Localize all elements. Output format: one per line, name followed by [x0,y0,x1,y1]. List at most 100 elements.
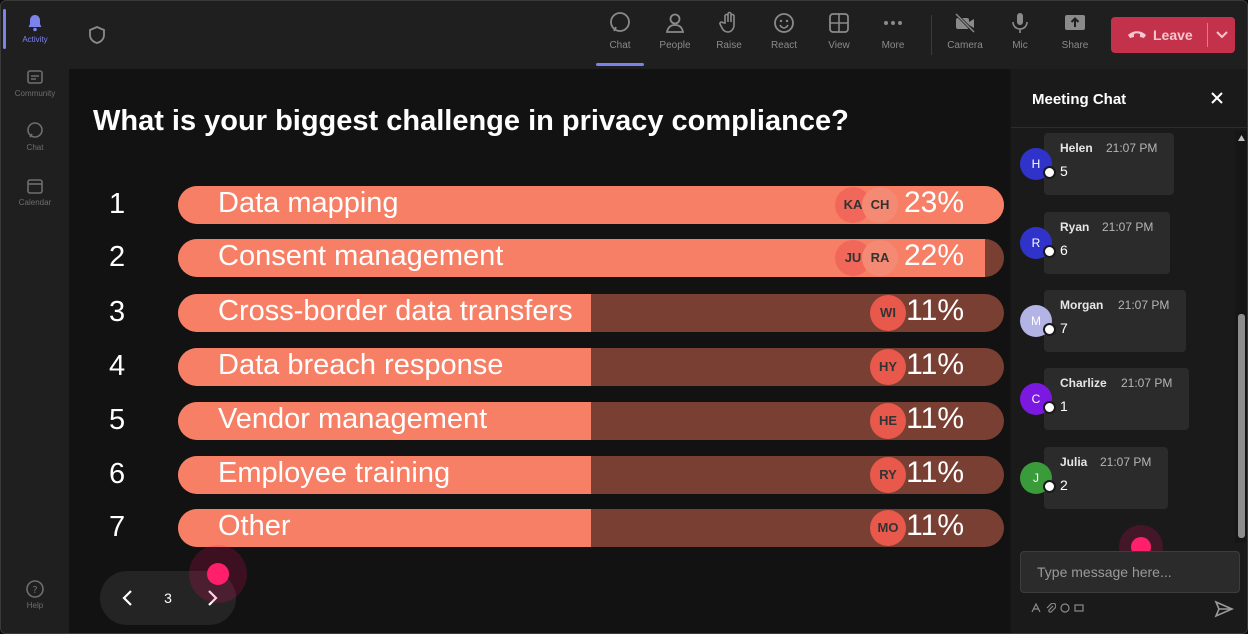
leave-button[interactable]: Leave [1111,17,1235,53]
poll-option-number: 2 [109,241,126,273]
voter-avatar: RA [862,240,898,276]
message-bubble: Morgan 21:07 PM 7 [1044,290,1186,352]
rail-item-chat[interactable]: Chat [1,121,69,152]
toolbar-label: Chat [609,40,631,51]
message-time: 21:07 PM [1121,376,1173,390]
poll-option-number: 7 [109,511,126,543]
rail-item-help[interactable]: ? Help [1,579,69,610]
poll-option-fill [178,402,591,440]
voter-avatar: HE [870,403,906,439]
bell-icon [28,15,42,32]
smiley-icon [774,13,794,33]
leave-separator [1207,23,1208,47]
toolbar-mic-button[interactable]: Mic [994,11,1046,51]
gif-icon[interactable] [1074,603,1084,613]
message-text: 6 [1060,242,1068,258]
chat-message[interactable]: Charlize 21:07 PM 1 C [1011,368,1231,430]
chevron-left-icon[interactable] [118,588,138,608]
poll-option[interactable]: 1 Data mapping KA CH 23% [69,186,1009,224]
toolbar-camera-button[interactable]: Camera [939,11,991,51]
toolbar-people-button[interactable]: People [649,11,701,51]
rail-item-label: Calendar [18,198,52,207]
sender-name: Ryan [1060,220,1090,234]
community-icon [27,70,43,84]
toolbar-label: Camera [947,40,983,51]
chat-icon [610,12,630,32]
presence-indicator [1043,480,1056,493]
meeting-toolbar: Chat People Raise React View More Camera [69,1,1247,69]
toolbar-raise-button[interactable]: Raise [703,11,755,51]
toolbar-react-button[interactable]: React [758,11,810,51]
app-rail: Activity Community Chat Calendar ? Help [1,1,69,633]
scroll-up-icon[interactable] [1238,135,1245,141]
poll-stage: What is your biggest challenge in privac… [69,69,1009,633]
poll-option-percent: 22% [903,239,964,272]
chat-message[interactable]: Julia 21:07 PM 2 J [1011,447,1231,509]
toolbar-chat-button[interactable]: Chat [594,11,646,66]
poll-option[interactable]: 7 Other MO 11% [69,509,1009,547]
emoji-icon[interactable] [1060,603,1070,613]
chat-message[interactable]: Morgan 21:07 PM 7 M [1011,290,1231,352]
attach-icon[interactable] [1046,603,1056,613]
svg-text:?: ? [32,585,37,596]
chat-icon [27,122,43,138]
chevron-down-icon[interactable] [1213,25,1231,43]
rail-item-activity[interactable]: Activity [1,9,69,49]
people-icon [665,13,685,33]
poll-option-bar: Employee training RY 11% [178,456,1004,494]
poll-option[interactable]: 2 Consent management JU RA 22% [69,239,1009,277]
sender-name: Julia [1060,455,1088,469]
message-text: 5 [1060,163,1068,179]
rail-item-label: Chat [26,143,44,152]
poll-option-percent: 11% [906,402,964,435]
sender-name: Helen [1060,141,1093,155]
poll-option-bar: Other MO 11% [178,509,1004,547]
meeting-chat-panel: Meeting Chat Helen 21:07 PM 5 H Ryan 21:07 PM… [1011,69,1247,633]
toolbar-share-button[interactable]: Share [1049,11,1101,51]
format-icon[interactable] [1031,603,1041,613]
rail-item-community[interactable]: Community [1,67,69,98]
toolbar-view-button[interactable]: View [813,11,865,51]
calendar-icon [27,179,43,194]
toolbar-more-button[interactable]: More [867,11,919,51]
message-time: 21:07 PM [1118,298,1170,312]
rail-item-calendar[interactable]: Calendar [1,176,69,207]
leave-label: Leave [1153,27,1193,43]
toolbar-divider [931,15,932,55]
message-bubble: Julia 21:07 PM 2 [1044,447,1168,509]
message-compose [1020,551,1240,593]
send-icon[interactable] [1214,599,1234,619]
chevron-right-icon[interactable] [202,588,222,608]
poll-option-bar: Cross-border data transfers WI 11% [178,294,1004,332]
voter-avatar: WI [870,295,906,331]
chat-message[interactable]: Ryan 21:07 PM 6 R [1011,212,1231,274]
poll-option-label: Cross-border data transfers [218,295,573,327]
poll-option-label: Other [218,510,291,542]
poll-option-label: Consent management [218,240,504,272]
help-icon: ? [26,580,44,598]
poll-option[interactable]: 5 Vendor management HE 11% [69,402,1009,440]
toolbar-label: People [659,40,691,51]
poll-option-percent: 11% [906,509,964,542]
sender-name: Morgan [1060,298,1104,312]
message-text: 7 [1060,320,1068,336]
poll-option-fill [178,294,591,332]
hang-up-icon [1128,31,1146,38]
message-time: 21:07 PM [1106,141,1158,155]
rail-item-label: Activity [22,35,48,44]
sender-name: Charlize [1060,376,1107,390]
poll-option-number: 6 [109,458,126,490]
chat-scroll-thumb[interactable] [1238,314,1245,538]
poll-option[interactable]: 6 Employee training RY 11% [69,456,1009,494]
chat-message[interactable]: Helen 21:07 PM 5 H [1011,133,1231,195]
message-bubble: Helen 21:07 PM 5 [1044,133,1174,195]
close-icon[interactable] [1209,90,1225,106]
grid-icon [829,13,849,33]
poll-option[interactable]: 4 Data breach response HY 11% [69,348,1009,386]
voter-avatar: HY [870,349,906,385]
shield-icon[interactable] [87,25,107,45]
chat-divider [1011,127,1247,128]
poll-option[interactable]: 3 Cross-border data transfers WI 11% [69,294,1009,332]
poll-option-percent: 23% [903,186,964,219]
message-input[interactable] [1021,552,1237,592]
